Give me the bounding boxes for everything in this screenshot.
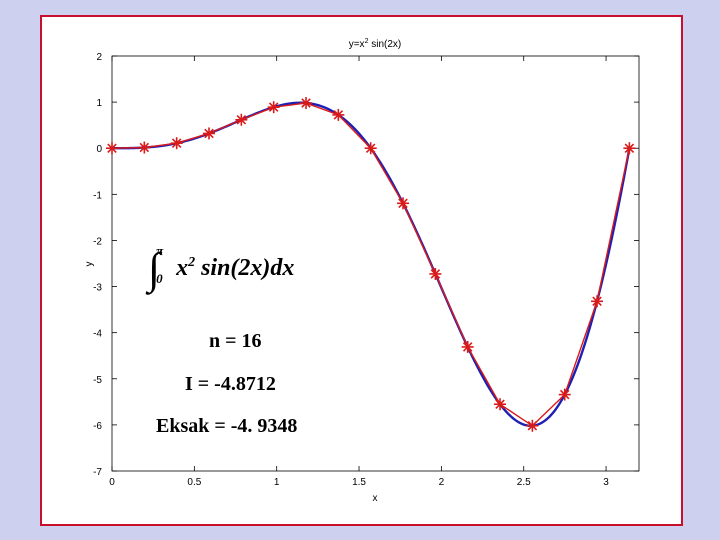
y-tick-label: 2 bbox=[96, 52, 102, 63]
x-tick-label: 1.5 bbox=[352, 477, 366, 488]
approx-integral-value: I = -4.8712 bbox=[185, 373, 276, 395]
sample-point bbox=[235, 113, 248, 126]
y-tick-label: 1 bbox=[96, 98, 102, 109]
subinterval-count: n = 16 bbox=[209, 330, 262, 352]
x-tick-label: 0.5 bbox=[187, 477, 201, 488]
x-tick-label: 1 bbox=[274, 477, 280, 488]
y-tick-label: -6 bbox=[93, 421, 102, 432]
y-tick-label: -2 bbox=[93, 236, 102, 247]
y-tick-label: 0 bbox=[96, 144, 102, 155]
sample-point bbox=[267, 101, 280, 114]
sample-point bbox=[591, 295, 604, 308]
y-tick-label: -5 bbox=[93, 375, 102, 386]
sample-point bbox=[106, 142, 118, 155]
exact-integral-value: Eksak = -4. 9348 bbox=[156, 415, 298, 437]
y-tick-label: -4 bbox=[93, 329, 102, 340]
x-tick-label: 3 bbox=[603, 477, 609, 488]
chart-title: y=x2 sin(2x) bbox=[349, 38, 402, 50]
x-tick-label: 2 bbox=[439, 477, 445, 488]
sample-point bbox=[623, 142, 636, 155]
plot-area bbox=[111, 55, 640, 472]
axis-tick-labels: 0 0.5 1 1.5 2 2.5 3 2 1 0 -1 -2 -3 -4 -5 -6 -7 bbox=[93, 52, 609, 488]
y-tick-label: -7 bbox=[93, 467, 102, 478]
y-tick-label: -1 bbox=[93, 190, 102, 201]
integral-body: x bbox=[176, 255, 189, 281]
integral-lower-limit: 0 bbox=[156, 271, 163, 287]
sample-point bbox=[203, 127, 216, 140]
sample-point bbox=[494, 398, 507, 411]
y-axis-label: y bbox=[84, 262, 95, 267]
integral-expression: ∫ π 0 x2 sin(2x)dx bbox=[148, 235, 295, 293]
sample-points-layer bbox=[106, 97, 636, 432]
sample-point bbox=[429, 267, 442, 280]
sample-point bbox=[138, 141, 151, 154]
sample-point bbox=[526, 419, 539, 432]
sample-point bbox=[461, 340, 474, 353]
integral-sign: ∫ bbox=[148, 244, 161, 293]
sample-point bbox=[332, 108, 345, 121]
integral-rest: sin(2x)dx bbox=[195, 255, 295, 281]
sample-point bbox=[397, 197, 410, 210]
sample-point bbox=[364, 142, 377, 155]
integral-upper-limit: π bbox=[156, 243, 164, 259]
y-tick-label: -3 bbox=[93, 283, 102, 294]
integral-power: 2 bbox=[188, 255, 196, 270]
x-tick-label: 0 bbox=[109, 477, 115, 488]
sample-point bbox=[170, 137, 183, 150]
sample-point bbox=[558, 388, 571, 401]
chart-plot: 0 0.5 1 1.5 2 2.5 3 2 1 0 -1 -2 -3 -4 -5 -6 -7 y=x2 sin(… bbox=[84, 38, 640, 504]
x-tick-label: 2.5 bbox=[517, 477, 531, 488]
sample-point bbox=[300, 97, 313, 110]
chart-frame: 0 0.5 1 1.5 2 2.5 3 2 1 0 -1 -2 -3 -4 -5 -6 -7 y=x2 sin(… bbox=[40, 15, 683, 526]
x-axis-label: x bbox=[373, 493, 378, 504]
